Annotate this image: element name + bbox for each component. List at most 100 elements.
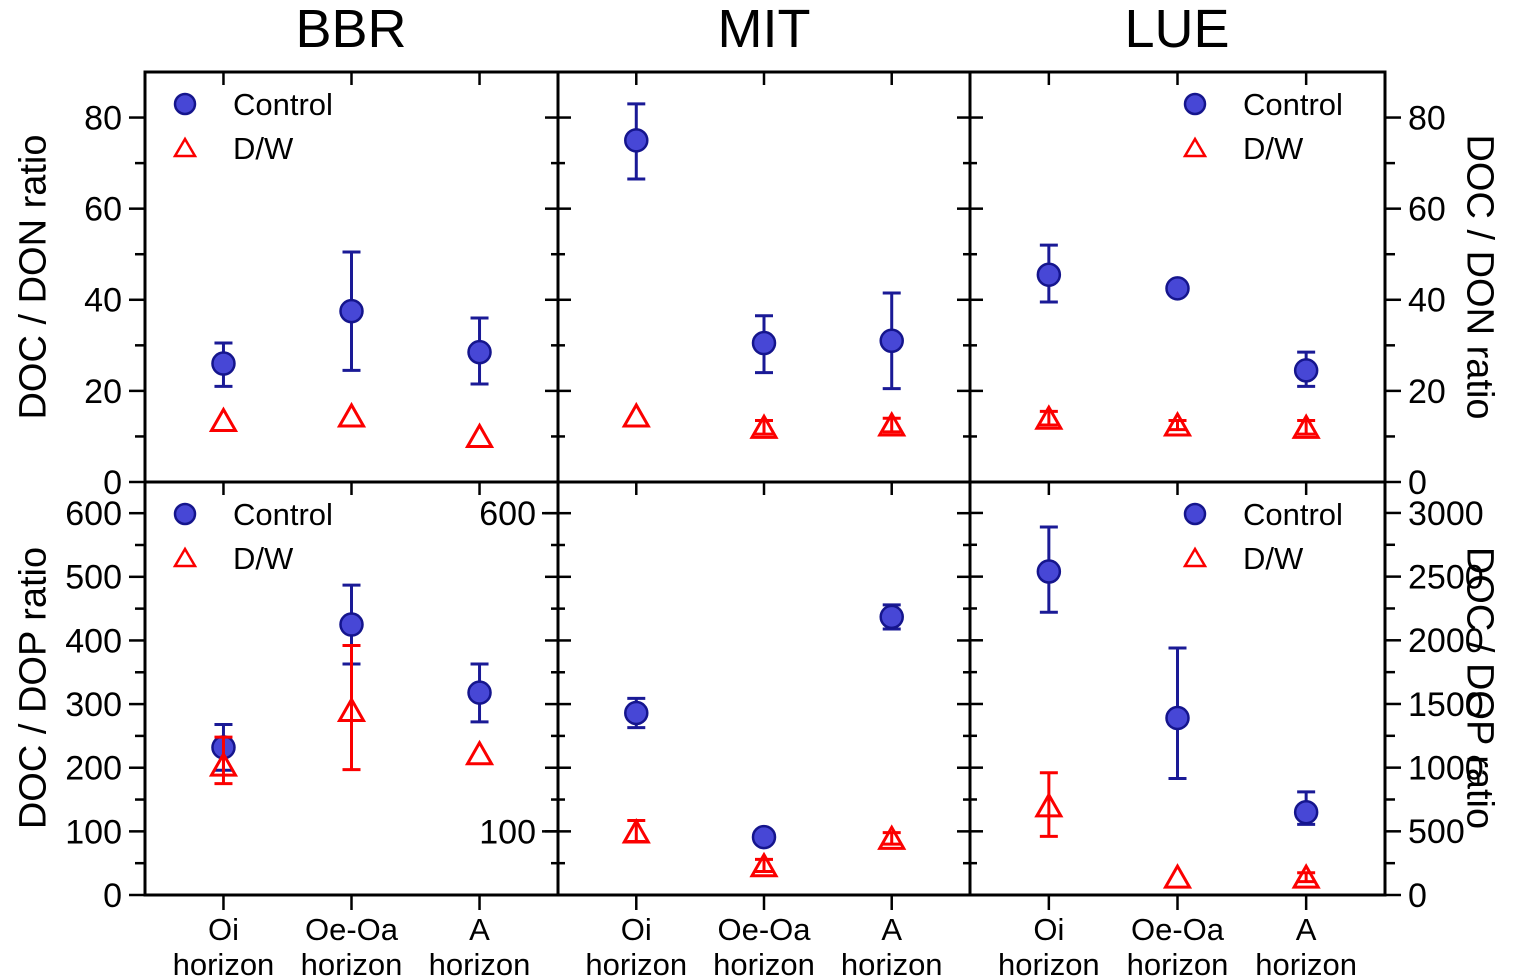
category-label-line2: horizon [173,947,275,980]
data-point-control [751,824,777,850]
partial-y-tick-label: 100 [479,813,536,851]
panel-title-mit: MIT [717,0,811,59]
data-point-dw [877,824,907,850]
legend-label-dw: D/W [1243,131,1304,166]
data-point-control [751,330,777,356]
data-point-dw [749,851,779,878]
data-point-dw [1162,863,1193,889]
data-point-control [624,128,649,153]
y-tick-label-left: 60 [84,191,122,229]
category-label-line2: horizon [301,947,403,980]
data-point-control [339,298,364,324]
legend-marker-dw [1182,546,1208,568]
y-tick-label-right: 2000 [1408,622,1484,660]
y-tick-label-right: 40 [1408,282,1446,320]
category-label-line1: Oe-Oa [717,912,811,947]
legend-label-control: Control [1243,497,1343,532]
legend-marker-dw [172,136,198,158]
category-label-line1: A [469,912,490,947]
panel-title-lue: LUE [1124,0,1230,59]
data-point-dw [464,422,495,448]
y-tick-label-left: 400 [65,622,122,660]
y-tick-label-left: 20 [84,373,122,411]
y-tick-label-left: 500 [65,559,122,597]
legend-marker-control [173,502,197,526]
data-point-control [1036,262,1062,287]
data-point-dw [1291,413,1321,439]
legend-label-control: Control [233,497,333,532]
category-label-line1: Oe-Oa [305,912,399,947]
y-tick-label-left: 80 [84,99,122,137]
y-tick-label-right: 0 [1408,877,1427,915]
category-label-line1: A [881,912,902,947]
legend-label-control: Control [233,87,333,122]
y-tick-label-left: 300 [65,686,122,724]
data-point-control [211,351,236,376]
y-tick-label-left: 0 [103,464,122,502]
category-label-line1: Oi [208,912,239,947]
data-point-control [879,604,904,630]
data-point-dw [1034,404,1064,430]
y-tick-label-right: 20 [1408,373,1446,411]
data-point-control [1293,358,1319,383]
legend-label-dw: D/W [233,541,294,576]
data-point-control [1036,559,1062,584]
y-tick-label-right: 1500 [1408,686,1484,724]
data-point-control [467,339,492,365]
data-point-control [1165,705,1190,731]
data-point-dw [208,751,239,777]
data-point-dw [621,817,651,844]
data-point-control [339,612,364,637]
y-tick-label-right: 0 [1408,464,1427,502]
legend-marker-dw [172,546,198,568]
data-point-control [879,328,904,354]
data-point-dw [1291,863,1321,889]
data-point-dw [749,413,779,439]
legend-marker-dw [1182,136,1208,158]
legend-marker-control [1183,92,1207,116]
data-point-dw [621,401,651,428]
y-tick-label-left: 100 [65,813,122,851]
legend-label-control: Control [1243,87,1343,122]
y-tick-label-left: 40 [84,282,122,320]
y-tick-label-right: 3000 [1408,495,1484,533]
category-label-line2: horizon [1255,947,1357,980]
y-tick-label-right: 2500 [1408,559,1484,597]
data-point-dw [208,406,239,432]
data-point-dw [1034,791,1064,818]
y-tick-label-right: 80 [1408,99,1446,137]
legend-marker-control [173,92,197,116]
y-tick-label-right: 500 [1408,813,1465,851]
y-tick-label-right: 60 [1408,191,1446,229]
data-point-control [624,700,649,726]
category-label-line2: horizon [1127,947,1229,980]
legend-marker-control [1183,502,1207,526]
data-point-dw [336,401,367,428]
legend-label-dw: D/W [1243,541,1304,576]
category-label-line2: horizon [841,947,943,980]
category-label-line1: Oe-Oa [1131,912,1225,947]
category-label-line1: A [1296,912,1317,947]
category-label-line1: Oi [1033,912,1064,947]
y-tick-label-right: 1000 [1408,750,1484,788]
data-point-control [467,680,492,705]
data-point-dw [877,411,907,437]
category-label-line2: horizon [998,947,1100,980]
legend-label-dw: D/W [233,131,294,166]
data-point-dw [464,739,495,766]
data-point-control [1165,276,1190,301]
partial-y-tick-label: 600 [479,495,536,533]
category-label-line2: horizon [713,947,815,980]
category-label-line2: horizon [585,947,687,980]
data-point-dw [336,696,367,722]
category-label-line2: horizon [429,947,531,980]
category-label-line1: Oi [621,912,652,947]
panel-title-bbr: BBR [295,0,407,59]
y-tick-label-left: 600 [65,495,122,533]
y-tick-label-left: 200 [65,750,122,788]
data-point-dw [1162,411,1193,437]
y-tick-label-left: 0 [103,877,122,915]
data-point-control [1293,799,1319,825]
